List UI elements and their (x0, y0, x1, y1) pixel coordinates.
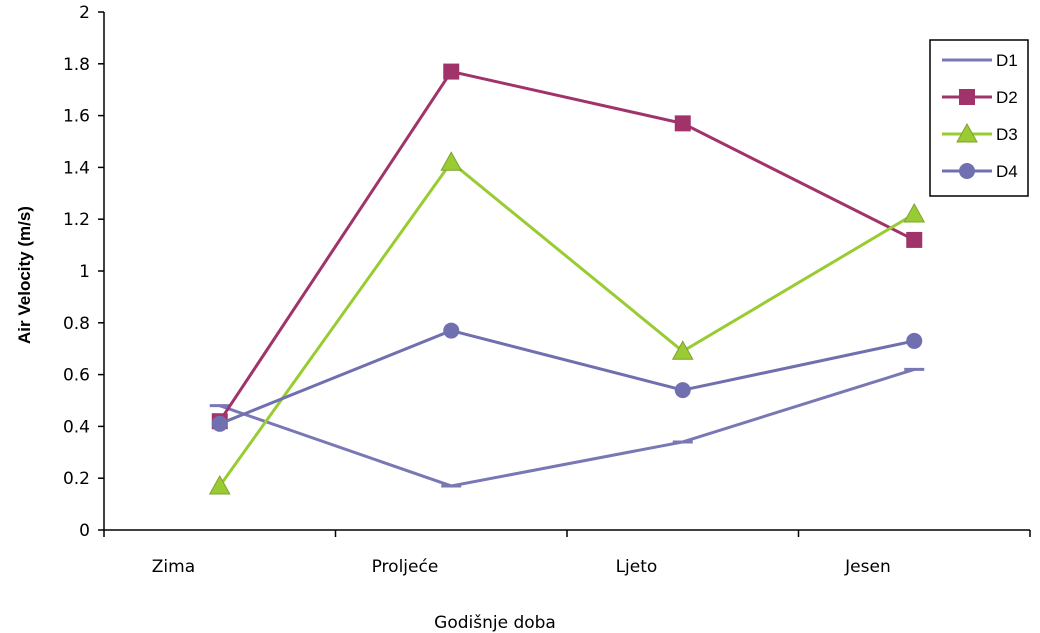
legend-marker (959, 163, 975, 179)
y-tick-label: 0.8 (63, 314, 90, 334)
data-point-d3 (208, 474, 231, 495)
y-tick-label: 0.2 (63, 469, 90, 489)
legend: D1 D2 D3 D4 (929, 39, 1029, 197)
legend-item-d3: D3 (942, 122, 1018, 144)
y-tick-label: 2 (79, 3, 90, 23)
legend-marker (959, 89, 975, 105)
y-tick-label: 1.4 (63, 158, 90, 178)
x-axis-title: Godišnje doba (434, 613, 556, 633)
legend-label: D1 (996, 51, 1018, 70)
data-point-d4 (674, 382, 691, 399)
data-point-d4 (443, 322, 460, 339)
data-point-d4 (211, 415, 228, 432)
x-tick-label: Zima (152, 557, 195, 577)
data-point-d4 (906, 332, 923, 349)
axes: 0 0.2 0.4 0.6 0.8 1 1.2 1.4 1.6 1.8 2 Zima Proljeće L… (63, 3, 1031, 577)
y-axis-title: Air Velocity (m/s) (15, 206, 34, 344)
data-point-d3 (903, 202, 926, 223)
data-point-d3 (440, 151, 463, 171)
y-tick-label: 0 (79, 521, 90, 541)
legend-label: D2 (996, 88, 1018, 107)
y-tick-label: 0.6 (63, 366, 90, 386)
series-line-d2 (218, 69, 915, 423)
legend-label: D3 (996, 125, 1018, 144)
y-tick-label: 1.8 (63, 55, 90, 75)
y-tick-label: 1.2 (63, 210, 90, 230)
data-point-d2 (674, 115, 691, 132)
series-d2 (211, 63, 923, 430)
data-point-d2 (906, 231, 923, 248)
legend-item-d4: D4 (942, 162, 1018, 181)
data-point-d2 (443, 63, 460, 80)
data-point-d3 (671, 340, 694, 360)
y-tick-label: 1 (79, 262, 90, 282)
series-d3 (208, 151, 926, 495)
series-d1 (209, 367, 925, 488)
series-line-d4 (219, 328, 915, 426)
series-line-d1 (219, 367, 915, 488)
series-layer (208, 63, 926, 495)
legend-label: D4 (996, 162, 1018, 181)
x-tick-label: Proljeće (372, 557, 439, 577)
legend-item-d1: D1 (942, 51, 1018, 70)
y-tick-label: 1.6 (63, 107, 90, 127)
x-tick-label: Ljeto (616, 557, 658, 577)
legend-item-d2: D2 (942, 88, 1018, 107)
legend-marker (956, 122, 978, 143)
series-d4 (211, 322, 923, 432)
series-line-d3 (218, 160, 916, 487)
x-tick-label: Jesen (844, 557, 891, 577)
y-tick-label: 0.4 (63, 417, 90, 437)
